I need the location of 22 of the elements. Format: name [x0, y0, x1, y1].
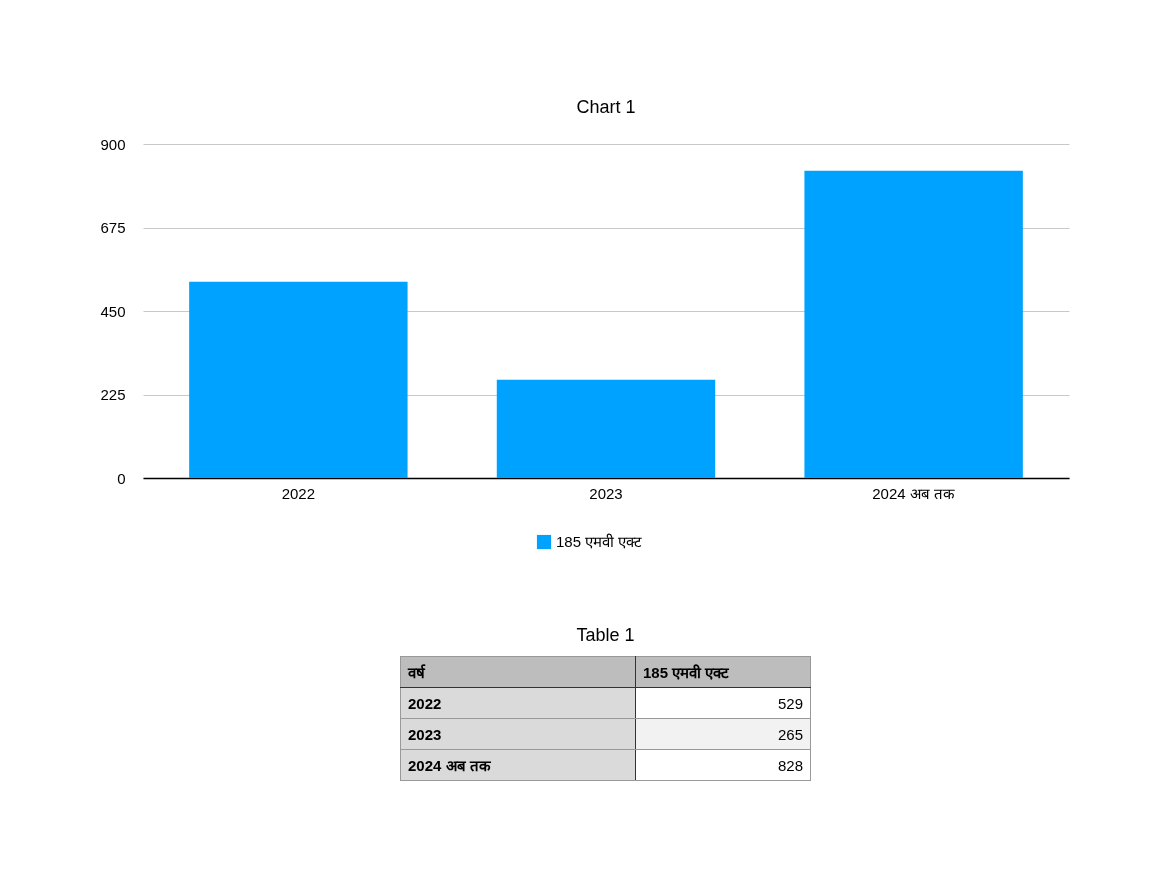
- y-tick-label: 225: [100, 386, 126, 403]
- legend-label: 185 एमवी एक्ट: [556, 533, 643, 550]
- text: Table 1: [575, 625, 636, 646]
- text: वर्ष: [400, 656, 636, 688]
- series-label: 185 एमवी एक्ट: [635, 656, 811, 688]
- bar: [496, 379, 716, 478]
- y-tick-label: 675: [100, 219, 126, 236]
- data-label: 828: [635, 749, 811, 781]
- y-tick-label: 900: [100, 135, 126, 153]
- data-label: 265: [635, 718, 811, 750]
- category-label: 2023: [400, 718, 636, 750]
- x-tick-label: 2024 अब तक: [872, 484, 955, 502]
- x-tick-label: 2022: [281, 484, 316, 502]
- y-tick-label: 450: [100, 302, 126, 320]
- chart-title: Chart 1: [576, 97, 636, 117]
- x-tick-label: 2023: [589, 484, 623, 502]
- y-tick-label: 0: [117, 469, 126, 487]
- bar: [804, 170, 1023, 478]
- category-label: 2022: [400, 687, 636, 719]
- bar: [189, 281, 408, 478]
- data-label: 529: [635, 687, 811, 719]
- category-label: 2024 अब तक: [400, 749, 636, 781]
